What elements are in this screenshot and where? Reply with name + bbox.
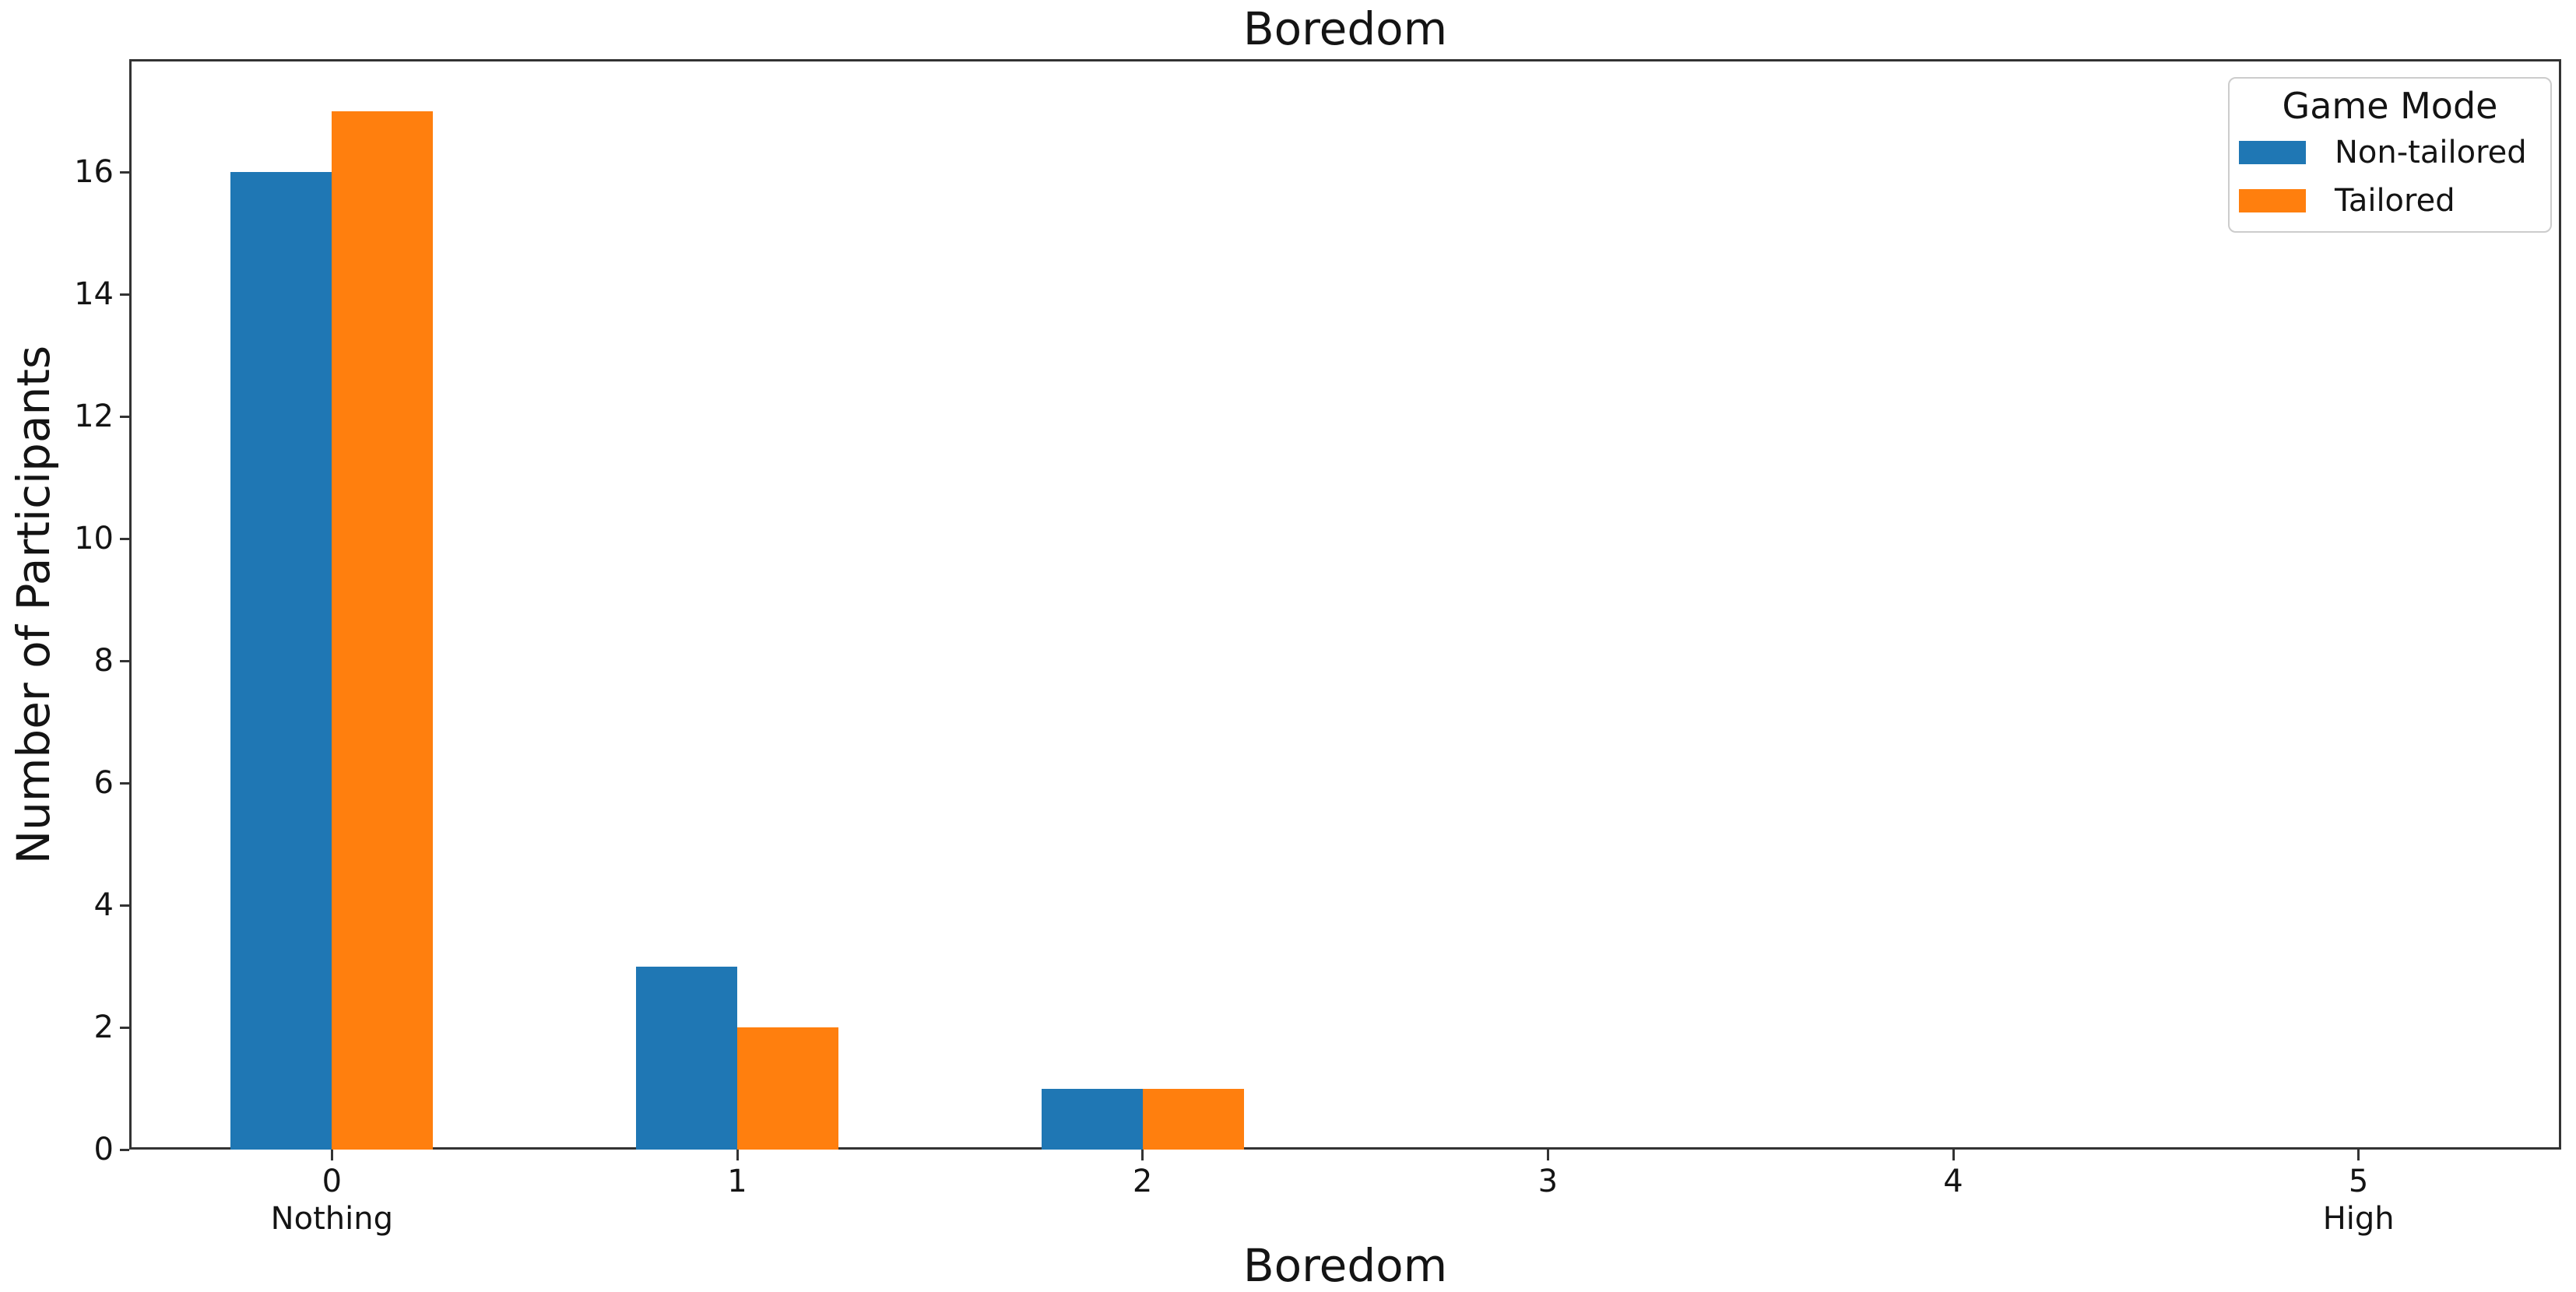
x-tick-sublabel-high: High (2322, 1201, 2395, 1237)
bar-non-tailored-x2 (1041, 1088, 1143, 1150)
y-tick-mark-8 (120, 659, 129, 662)
plot-area (129, 59, 2561, 1150)
y-tick-label-6: 6 (93, 765, 114, 802)
chart-title: Boredom (1242, 2, 1448, 55)
x-tick-sublabel-nothing: Nothing (270, 1201, 393, 1237)
legend-swatch-icon (2239, 189, 2306, 212)
legend-label: Non-tailored (2335, 135, 2527, 170)
x-tick-mark-0 (330, 1150, 333, 1160)
y-tick-label-2: 2 (93, 1009, 114, 1046)
y-tick-mark-12 (120, 415, 129, 418)
y-tick-label-16: 16 (74, 154, 114, 191)
y-tick-label-12: 12 (74, 398, 114, 435)
bar-non-tailored-x0 (230, 172, 332, 1150)
legend-label: Tailored (2335, 183, 2455, 219)
bar-tailored-x0 (332, 111, 434, 1150)
legend-swatch-icon (2239, 141, 2306, 164)
x-tick-mark-4 (1952, 1150, 1955, 1160)
x-tick-label-0: 0 (322, 1164, 343, 1199)
bar-non-tailored-x1 (636, 966, 737, 1150)
legend-rows: Non-tailored Tailored (2239, 128, 2541, 225)
y-tick-mark-6 (120, 781, 129, 785)
y-tick-mark-14 (120, 293, 129, 296)
y-tick-mark-2 (120, 1026, 129, 1029)
y-tick-mark-4 (120, 904, 129, 907)
x-tick-label-2: 2 (1132, 1164, 1153, 1199)
x-tick-label-1: 1 (727, 1164, 747, 1199)
y-tick-label-4: 4 (93, 887, 114, 924)
bar-tailored-x1 (737, 1027, 838, 1150)
y-tick-label-0: 0 (93, 1132, 114, 1167)
x-tick-mark-1 (736, 1150, 739, 1160)
y-tick-mark-16 (120, 170, 129, 174)
y-tick-label-8: 8 (93, 643, 114, 679)
x-tick-label-3: 3 (1538, 1164, 1559, 1199)
x-tick-label-5: 5 (2348, 1164, 2369, 1199)
x-axis-label: Boredom (1242, 1239, 1448, 1292)
x-tick-mark-2 (1141, 1150, 1144, 1160)
legend: Game Mode Non-tailored Tailored (2228, 77, 2552, 233)
x-tick-label-4: 4 (1943, 1164, 1963, 1199)
y-tick-mark-0 (120, 1148, 129, 1151)
legend-title: Game Mode (2282, 85, 2498, 127)
x-tick-mark-3 (1546, 1150, 1549, 1160)
bar-tailored-x2 (1142, 1088, 1244, 1150)
legend-item-tailored: Tailored (2239, 177, 2541, 225)
y-tick-mark-10 (120, 537, 129, 540)
legend-item-non-tailored: Non-tailored (2239, 128, 2541, 177)
x-tick-mark-5 (2357, 1150, 2360, 1160)
y-tick-label-14: 14 (74, 276, 114, 313)
y-tick-label-10: 10 (74, 521, 114, 557)
y-axis-label: Number of Participants (7, 345, 60, 865)
